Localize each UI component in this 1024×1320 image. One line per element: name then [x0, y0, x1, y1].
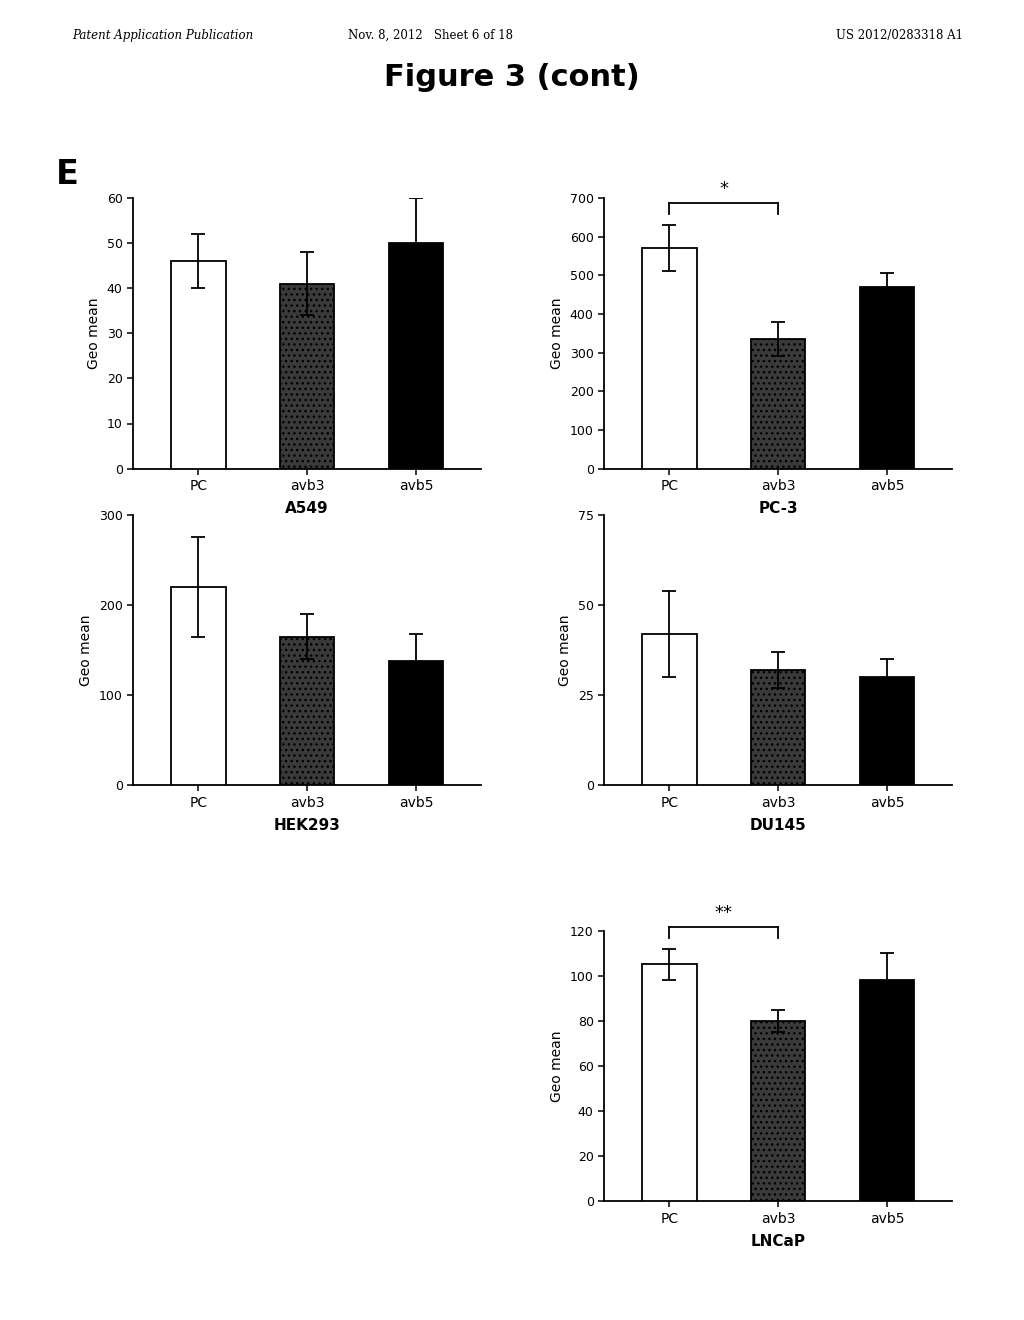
Bar: [642, 634, 696, 785]
Bar: [860, 677, 914, 785]
Y-axis label: Geo mean: Geo mean: [550, 1030, 564, 1102]
Bar: [171, 587, 225, 785]
Bar: [751, 339, 806, 469]
X-axis label: DU145: DU145: [750, 818, 807, 833]
Y-axis label: Geo mean: Geo mean: [558, 614, 572, 686]
Bar: [751, 1020, 806, 1201]
Y-axis label: Geo mean: Geo mean: [79, 614, 93, 686]
Text: *: *: [719, 180, 728, 198]
Text: US 2012/0283318 A1: US 2012/0283318 A1: [836, 29, 963, 42]
Bar: [642, 965, 696, 1201]
Bar: [860, 981, 914, 1201]
Bar: [171, 261, 225, 469]
Text: Nov. 8, 2012   Sheet 6 of 18: Nov. 8, 2012 Sheet 6 of 18: [347, 29, 513, 42]
Text: Patent Application Publication: Patent Application Publication: [72, 29, 253, 42]
X-axis label: HEK293: HEK293: [273, 818, 341, 833]
Text: E: E: [56, 158, 79, 191]
Bar: [751, 671, 806, 785]
Bar: [642, 248, 696, 469]
Text: **: **: [715, 904, 733, 921]
Y-axis label: Geo mean: Geo mean: [87, 297, 101, 370]
X-axis label: PC-3: PC-3: [759, 502, 798, 516]
X-axis label: A549: A549: [286, 502, 329, 516]
Bar: [389, 243, 443, 469]
Bar: [389, 661, 443, 785]
Bar: [280, 636, 335, 785]
X-axis label: LNCaP: LNCaP: [751, 1234, 806, 1249]
Text: Figure 3 (cont): Figure 3 (cont): [384, 63, 640, 92]
Bar: [860, 286, 914, 469]
Y-axis label: Geo mean: Geo mean: [550, 297, 564, 370]
Bar: [280, 284, 335, 469]
